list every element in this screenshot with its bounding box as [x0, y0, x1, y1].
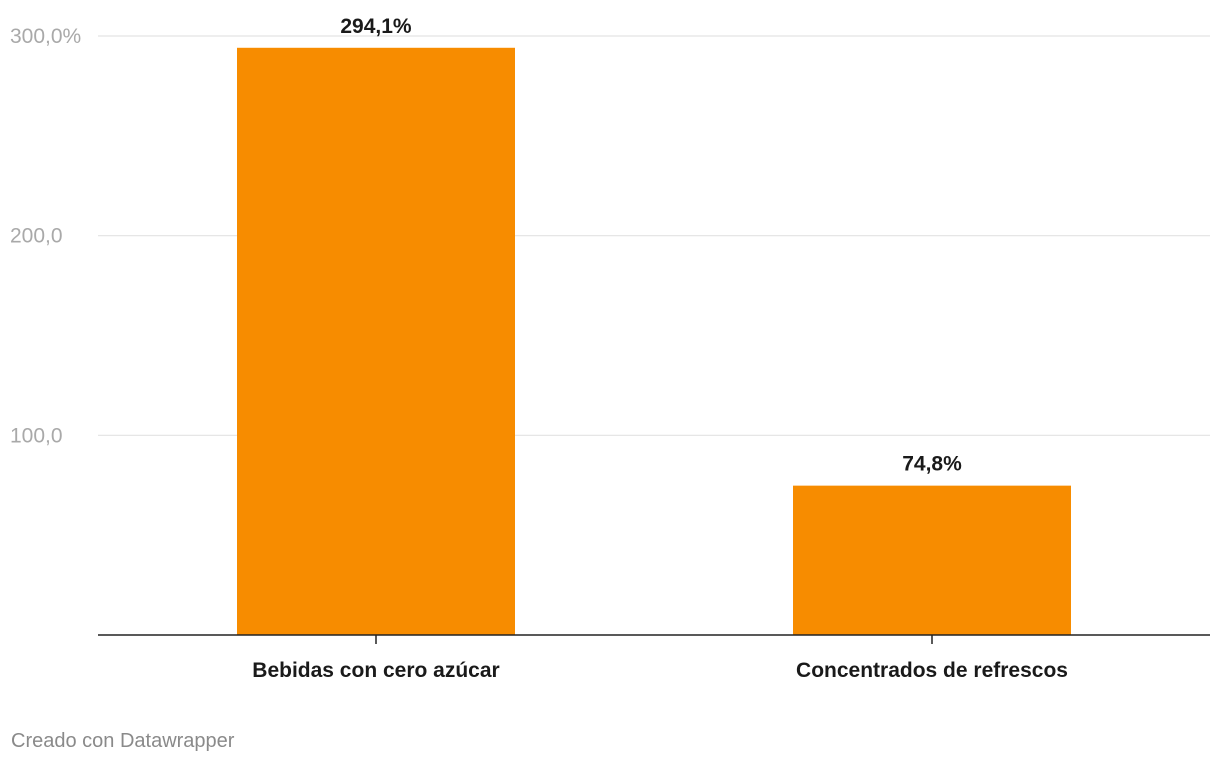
bars [237, 47, 1071, 635]
y-tick-label: 200,0 [10, 225, 63, 248]
y-tick-label: 100,0 [10, 424, 63, 447]
x-tick-label: Bebidas con cero azúcar [252, 659, 499, 682]
x-tick-label: Concentrados de refrescos [796, 659, 1068, 682]
labels: 100,0 200,0 300,0% 294,1% Bebidas con cero a… [10, 15, 1068, 682]
bar [237, 47, 515, 635]
x-axis [98, 634, 1210, 644]
data-label: 74,8% [902, 453, 962, 476]
credit-text: Creado con Datawrapper [11, 730, 235, 752]
y-tick-label: 300,0% [10, 25, 81, 48]
bar [793, 485, 1071, 635]
data-label: 294,1% [340, 15, 412, 38]
